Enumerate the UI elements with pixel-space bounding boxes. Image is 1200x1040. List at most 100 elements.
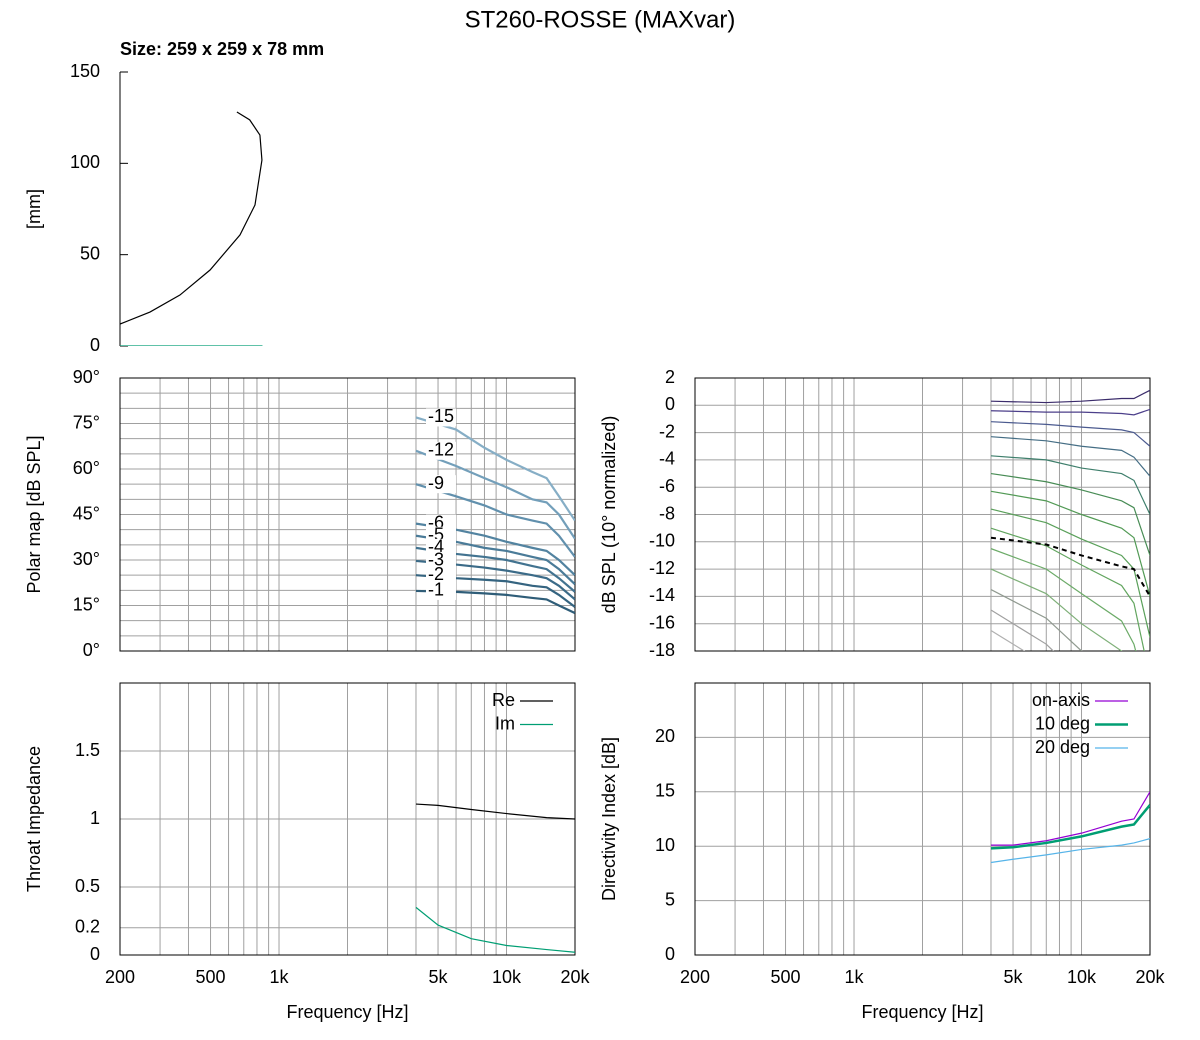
legend-label: Re <box>492 690 515 710</box>
y-tick-label: -10 <box>649 531 675 551</box>
y-tick-label: -18 <box>649 640 675 660</box>
y-tick-label: 90° <box>73 367 100 387</box>
series-line <box>990 436 1150 477</box>
series-line <box>990 838 1150 864</box>
y-axis-label: dB SPL (10° normalized) <box>599 416 619 614</box>
x-tick-label: 1k <box>270 967 290 987</box>
series-line <box>120 111 263 325</box>
y-tick-label: 20 <box>655 726 675 746</box>
series-line <box>990 609 1055 651</box>
series-line <box>990 421 1150 447</box>
y-tick-label: 0° <box>83 640 100 660</box>
series-line <box>415 803 575 820</box>
series-line <box>990 589 1083 651</box>
contour-label-bg <box>425 581 456 600</box>
y-tick-label: 0.2 <box>75 917 100 937</box>
contour-label: -12 <box>428 440 454 460</box>
y-tick-label: -16 <box>649 612 675 632</box>
x-tick-label: 200 <box>105 967 135 987</box>
series-line <box>990 791 1150 846</box>
x-tick-label: 10k <box>492 967 522 987</box>
y-tick-label: 150 <box>70 61 100 81</box>
plot-frame <box>694 682 1151 956</box>
y-tick-label: -6 <box>659 476 675 496</box>
y-tick-label: 0 <box>665 944 675 964</box>
plot-lines <box>415 416 575 615</box>
series-line <box>415 449 575 540</box>
contour-label: -4 <box>428 537 444 557</box>
x-tick-label: 5k <box>1004 967 1024 987</box>
y-tick-label: 0 <box>90 944 100 964</box>
series-line <box>415 906 575 953</box>
y-tick-label: -4 <box>659 449 675 469</box>
series-line <box>990 389 1150 404</box>
contour-label-bg <box>425 475 456 494</box>
contour-label: -15 <box>428 406 454 426</box>
series-line <box>415 546 575 593</box>
contour-label: -9 <box>428 473 444 493</box>
y-tick-label: 50 <box>80 243 100 263</box>
contour-label: -1 <box>428 580 444 600</box>
plot-lines <box>990 791 1150 864</box>
x-tick-label: 200 <box>680 967 710 987</box>
y-tick-label: 0 <box>665 394 675 414</box>
series-line <box>415 534 575 586</box>
y-tick-label: 45° <box>73 503 100 523</box>
contour-label-bg <box>425 441 456 460</box>
series-line <box>990 490 1150 597</box>
series-line <box>990 508 1150 638</box>
contour-label-bg <box>425 566 456 585</box>
series-line <box>990 527 1145 651</box>
figure-title: ST260-ROSSE (MAXvar) <box>465 6 736 33</box>
series-line <box>990 536 1150 597</box>
x-tick-label: 500 <box>771 967 801 987</box>
series-line <box>990 548 1137 651</box>
y-axis-label: Directivity Index [dB] <box>599 737 619 901</box>
contour-label: -3 <box>428 550 444 570</box>
y-tick-label: 1 <box>90 808 100 828</box>
x-tick-label: 10k <box>1067 967 1097 987</box>
x-tick-label: 5k <box>429 967 449 987</box>
contour-label: -2 <box>428 564 444 584</box>
y-tick-label: 15° <box>73 594 100 614</box>
contour-label-bg <box>425 551 456 570</box>
subtitle: Size: 259 x 259 x 78 mm <box>120 39 324 59</box>
y-tick-label: 0.5 <box>75 876 100 896</box>
series-line <box>990 408 1150 416</box>
y-axis-label: [mm] <box>24 189 44 229</box>
y-tick-label: 15 <box>655 781 675 801</box>
y-tick-label: -14 <box>649 585 675 605</box>
series-line <box>990 804 1150 850</box>
y-tick-label: 0 <box>90 335 100 355</box>
y-tick-label: 75° <box>73 412 100 432</box>
series-line <box>415 483 575 558</box>
series-line <box>990 455 1150 515</box>
series-line <box>415 574 575 608</box>
plot-frame <box>119 377 576 652</box>
plot-lines <box>415 803 575 953</box>
y-tick-label: 60° <box>73 458 100 478</box>
y-axis-label: Throat Impedance <box>24 746 44 892</box>
y-tick-label: -12 <box>649 558 675 578</box>
series-line <box>990 472 1150 556</box>
x-tick-label: 500 <box>196 967 226 987</box>
y-tick-label: -2 <box>659 421 675 441</box>
y-tick-label: 5 <box>665 889 675 909</box>
legend-label: Im <box>495 713 515 733</box>
series-line <box>415 522 575 576</box>
x-tick-label: 20k <box>1135 967 1165 987</box>
legend-label: on-axis <box>1032 690 1090 710</box>
x-tick-label: 1k <box>845 967 865 987</box>
y-tick-label: 2 <box>665 367 675 387</box>
contour-label-bg <box>425 408 456 427</box>
y-tick-label: 10 <box>655 835 675 855</box>
series-line <box>415 559 575 601</box>
x-axis-label: Frequency [Hz] <box>286 1002 408 1022</box>
plot-lines <box>990 389 1150 651</box>
y-tick-label: 1.5 <box>75 740 100 760</box>
series-line <box>415 589 575 615</box>
y-tick-label: 30° <box>73 549 100 569</box>
series-line <box>415 416 575 522</box>
x-axis-label: Frequency [Hz] <box>861 1002 983 1022</box>
